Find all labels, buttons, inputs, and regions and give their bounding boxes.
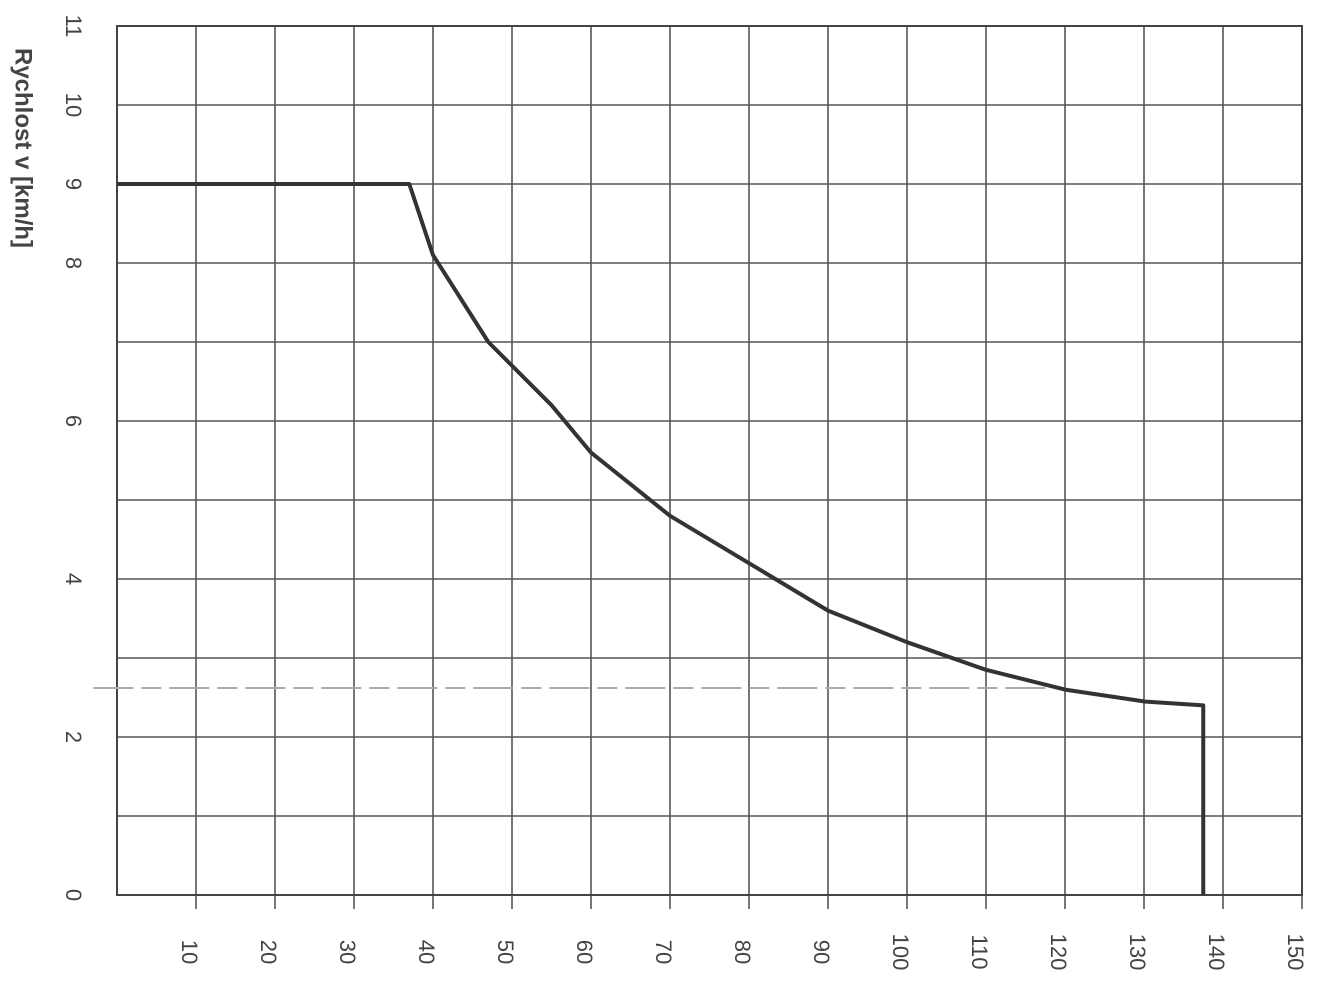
y-tick-label: 4: [61, 573, 86, 585]
y-tick-label: 9: [61, 178, 86, 190]
y-tick-label: 10: [61, 93, 86, 117]
x-tick-label: 90: [809, 940, 834, 964]
x-tick-label: 80: [730, 940, 755, 964]
x-tick-label: 110: [967, 934, 992, 969]
x-tick-label: 30: [335, 940, 360, 964]
x-tick-label: 50: [493, 940, 518, 964]
x-tick-label: 40: [414, 940, 439, 964]
data-line: [117, 182, 1206, 895]
x-tick-label: 10: [177, 940, 202, 964]
x-tick-label: 140: [1204, 934, 1229, 971]
x-tick-label: 100: [888, 934, 913, 971]
x-tick-label: 70: [651, 940, 676, 964]
x-tick-label: 150: [1283, 934, 1308, 971]
x-tick-label: 130: [1125, 934, 1150, 971]
y-tick-label: 2: [61, 731, 86, 743]
y-tick-label: 6: [61, 415, 86, 427]
x-tick-label: 60: [572, 940, 597, 964]
plot-frame: [116, 25, 1303, 896]
y-tick-label: 0: [61, 889, 86, 901]
x-tick-label: 120: [1046, 934, 1071, 971]
y-tick-label: 8: [61, 257, 86, 269]
y-tick-label: 11: [61, 15, 86, 38]
y-axis-label: Rychlost v [km/h]: [10, 48, 37, 248]
x-tick-label: 20: [256, 940, 281, 964]
